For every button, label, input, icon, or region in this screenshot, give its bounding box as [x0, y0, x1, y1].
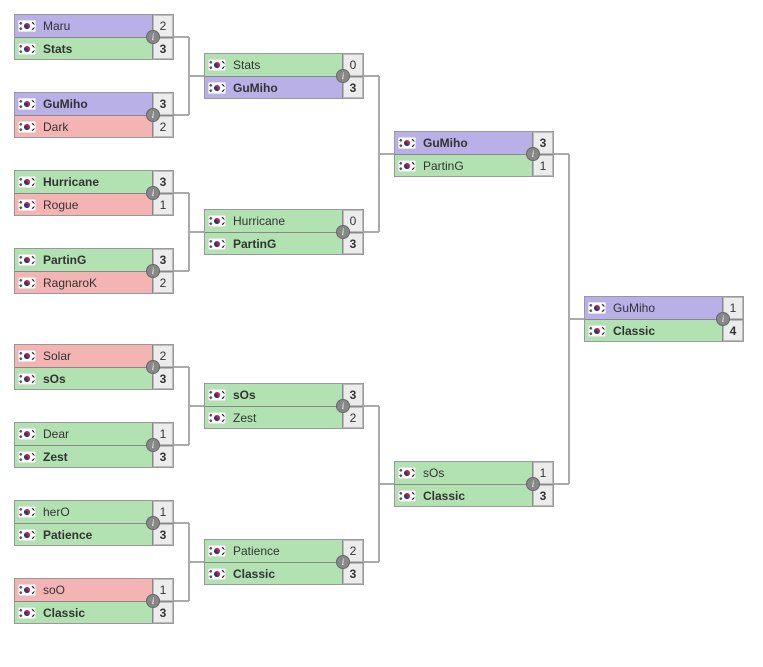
- player-name[interactable]: Stats: [229, 54, 343, 76]
- info-icon[interactable]: i: [146, 516, 160, 530]
- player-name[interactable]: GuMiho: [419, 132, 533, 154]
- info-icon[interactable]: i: [146, 594, 160, 608]
- info-icon[interactable]: i: [146, 264, 160, 278]
- kr-flag-icon: [205, 384, 229, 406]
- info-icon[interactable]: i: [716, 312, 730, 326]
- match: GuMiho3Dark2i: [14, 92, 174, 138]
- info-icon[interactable]: i: [146, 186, 160, 200]
- kr-flag-icon: [395, 462, 419, 484]
- kr-flag-icon: [395, 155, 419, 176]
- player-name[interactable]: Patience: [39, 524, 153, 545]
- match: sOs3Zest2i: [204, 383, 364, 429]
- info-icon[interactable]: i: [526, 147, 540, 161]
- player-name[interactable]: Maru: [39, 15, 153, 37]
- player-name[interactable]: Patience: [229, 540, 343, 562]
- kr-flag-icon: [15, 446, 39, 467]
- player-name[interactable]: sOs: [419, 462, 533, 484]
- player-name[interactable]: Rogue: [39, 194, 153, 215]
- player-name[interactable]: Zest: [39, 446, 153, 467]
- player-name[interactable]: Solar: [39, 345, 153, 367]
- info-icon[interactable]: i: [526, 477, 540, 491]
- kr-flag-icon: [15, 345, 39, 367]
- info-icon[interactable]: i: [336, 69, 350, 83]
- player-name[interactable]: Classic: [419, 485, 533, 506]
- match: Hurricane3Rogue1i: [14, 170, 174, 216]
- kr-flag-icon: [15, 423, 39, 445]
- kr-flag-icon: [585, 320, 609, 341]
- player-name[interactable]: soO: [39, 579, 153, 601]
- kr-flag-icon: [205, 54, 229, 76]
- match: sOs1Classic3i: [394, 461, 554, 507]
- kr-flag-icon: [15, 116, 39, 137]
- player-name[interactable]: RagnaroK: [39, 272, 153, 293]
- kr-flag-icon: [205, 210, 229, 232]
- info-icon[interactable]: i: [336, 225, 350, 239]
- player-name[interactable]: Dear: [39, 423, 153, 445]
- kr-flag-icon: [15, 368, 39, 389]
- player-name[interactable]: GuMiho: [609, 297, 723, 319]
- kr-flag-icon: [15, 579, 39, 601]
- kr-flag-icon: [205, 233, 229, 254]
- kr-flag-icon: [395, 485, 419, 506]
- player-name[interactable]: sOs: [39, 368, 153, 389]
- match: GuMiho1Classic4i: [584, 296, 744, 342]
- match: Dear1Zest3i: [14, 422, 174, 468]
- player-name[interactable]: PartinG: [229, 233, 343, 254]
- info-icon[interactable]: i: [146, 360, 160, 374]
- kr-flag-icon: [395, 132, 419, 154]
- kr-flag-icon: [205, 77, 229, 98]
- kr-flag-icon: [15, 93, 39, 115]
- kr-flag-icon: [15, 194, 39, 215]
- match: Solar2sOs3i: [14, 344, 174, 390]
- player-name[interactable]: Classic: [39, 602, 153, 623]
- player-name[interactable]: Hurricane: [229, 210, 343, 232]
- match: PartinG3RagnaroK2i: [14, 248, 174, 294]
- player-name[interactable]: PartinG: [39, 249, 153, 271]
- info-icon[interactable]: i: [336, 399, 350, 413]
- match: GuMiho3PartinG1i: [394, 131, 554, 177]
- match: herO1Patience3i: [14, 500, 174, 546]
- player-name[interactable]: PartinG: [419, 155, 533, 176]
- kr-flag-icon: [15, 38, 39, 59]
- player-name[interactable]: Zest: [229, 407, 343, 428]
- player-name[interactable]: Dark: [39, 116, 153, 137]
- match: Stats0GuMiho3i: [204, 53, 364, 99]
- player-name[interactable]: Classic: [609, 320, 723, 341]
- tournament-bracket: Maru2Stats3i GuMiho3Dark2i Hurricane3Rogue…: [8, 8, 763, 659]
- player-name[interactable]: Classic: [229, 563, 343, 584]
- kr-flag-icon: [15, 272, 39, 293]
- player-name[interactable]: sOs: [229, 384, 343, 406]
- kr-flag-icon: [205, 407, 229, 428]
- info-icon[interactable]: i: [336, 555, 350, 569]
- kr-flag-icon: [205, 563, 229, 584]
- info-icon[interactable]: i: [146, 30, 160, 44]
- kr-flag-icon: [15, 249, 39, 271]
- kr-flag-icon: [205, 540, 229, 562]
- kr-flag-icon: [585, 297, 609, 319]
- match: Maru2Stats3i: [14, 14, 174, 60]
- match: Patience2Classic3i: [204, 539, 364, 585]
- kr-flag-icon: [15, 171, 39, 193]
- player-name[interactable]: Hurricane: [39, 171, 153, 193]
- match: soO1Classic3i: [14, 578, 174, 624]
- kr-flag-icon: [15, 15, 39, 37]
- player-name[interactable]: Stats: [39, 38, 153, 59]
- kr-flag-icon: [15, 501, 39, 523]
- kr-flag-icon: [15, 524, 39, 545]
- info-icon[interactable]: i: [146, 108, 160, 122]
- match: Hurricane0PartinG3i: [204, 209, 364, 255]
- player-name[interactable]: GuMiho: [39, 93, 153, 115]
- info-icon[interactable]: i: [146, 438, 160, 452]
- kr-flag-icon: [15, 602, 39, 623]
- player-name[interactable]: herO: [39, 501, 153, 523]
- player-name[interactable]: GuMiho: [229, 77, 343, 98]
